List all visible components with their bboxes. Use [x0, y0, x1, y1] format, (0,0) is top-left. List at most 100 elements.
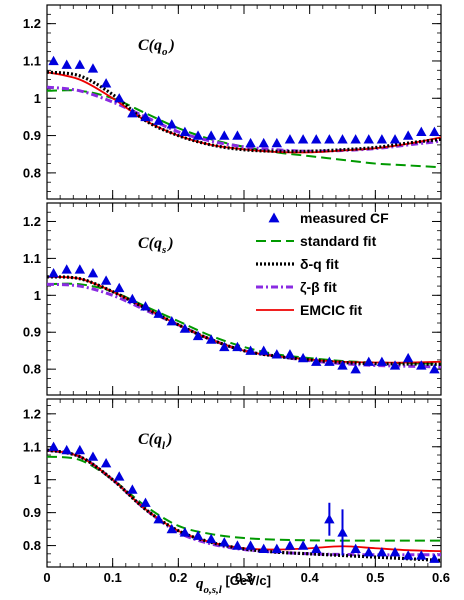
panel-3: 0.8 0.9 1 1.1 1.2 0 0.1 0.2 0.3 0.4 0.5 0.6 C(ql) [23, 398, 450, 585]
data-point [297, 134, 309, 144]
data-point [350, 543, 361, 554]
y-tick-label: 0.8 [23, 165, 41, 180]
data-point [205, 334, 217, 344]
data-point [192, 330, 204, 341]
data-point [74, 59, 86, 69]
y-tick-label: 1.1 [23, 53, 41, 68]
data-point [245, 345, 256, 355]
legend-entry: δ-q fit [256, 256, 339, 272]
data-point [153, 514, 164, 524]
data-point [114, 471, 125, 481]
y-tick-label: 1.1 [23, 439, 41, 454]
data-point [416, 360, 427, 370]
data-point [127, 107, 138, 118]
data-point [337, 360, 348, 370]
data-point [376, 546, 388, 557]
y-tick-label: 1 [34, 288, 41, 303]
x-tick-label: 0.4 [301, 570, 320, 585]
data-point [429, 126, 440, 137]
data-point [205, 533, 217, 544]
panel-label: C(qo) [138, 37, 175, 58]
panel-frame [46, 398, 442, 568]
x-tick-label: 0.2 [169, 570, 187, 585]
fit-line-delta-q [47, 448, 441, 563]
data-point [402, 550, 414, 560]
data-point [179, 126, 191, 137]
y-tick-label: 0.9 [23, 325, 41, 340]
fit-line-delta-q [47, 275, 441, 366]
data-point [337, 527, 348, 537]
y-tick-label: 1.1 [23, 251, 41, 266]
legend: measured CF standard fit δ-q fit ζ-β fit EMC… [256, 210, 389, 318]
panel-label: C(ql) [138, 431, 172, 452]
plot-area [47, 441, 441, 563]
data-point [140, 111, 151, 122]
data-point [324, 134, 335, 144]
data-point [87, 63, 99, 73]
data-point [258, 345, 269, 355]
y-tick-label: 1 [34, 91, 41, 106]
fit-line-standard [47, 89, 441, 169]
data-point [219, 537, 230, 547]
x-tick-label: 0.1 [104, 570, 122, 585]
data-point [376, 134, 388, 144]
data-point [100, 275, 112, 285]
data-point [271, 137, 283, 148]
panel-frame [46, 4, 442, 200]
data-point [192, 530, 204, 540]
data-point [311, 134, 322, 144]
data-point [114, 282, 125, 293]
plot-area [47, 55, 441, 169]
legend-entry: measured CF [268, 210, 389, 226]
data-point [74, 264, 86, 274]
data-point [219, 130, 230, 140]
panels: 0.80.911.11.2C(qo)0.80.911.11.2C(qs)0.80… [23, 4, 450, 585]
legend-label: ζ-β fit [300, 279, 337, 295]
fit-line-standard [47, 455, 441, 542]
data-point [205, 130, 217, 140]
y-tick-label: 0.8 [23, 362, 41, 377]
panel-2: 0.8 0.9 1 1.1 1.2 C(qs) [23, 202, 442, 396]
data-point [284, 540, 296, 550]
data-point [166, 119, 177, 129]
data-point [100, 458, 112, 468]
legend-entry: EMCIC fit [256, 302, 363, 318]
x-tick-label: 0.5 [366, 570, 384, 585]
fit-line-zeta-beta [47, 282, 441, 369]
data-point [429, 363, 440, 374]
data-point [61, 264, 72, 274]
y-tick-label: 1 [34, 472, 41, 487]
y-tick-label: 1.2 [23, 16, 41, 31]
data-point [284, 134, 296, 144]
data-point [179, 527, 191, 537]
legend-label: δ-q fit [300, 256, 339, 272]
data-point [402, 130, 414, 140]
data-point [324, 356, 335, 366]
data-point [350, 363, 361, 374]
data-point [389, 360, 401, 370]
y-tick-label: 1.2 [23, 214, 41, 229]
data-point [258, 543, 269, 554]
y-tick-label: 0.8 [23, 538, 41, 553]
data-point [416, 126, 427, 137]
data-point [416, 550, 427, 560]
data-point [127, 293, 138, 304]
data-point [232, 341, 243, 352]
data-point [245, 540, 256, 550]
y-tick-label: 1.2 [23, 406, 41, 421]
data-point [127, 484, 138, 494]
y-tick-label: 0.9 [23, 128, 41, 143]
data-point [376, 356, 388, 366]
data-point [179, 323, 191, 333]
data-point [297, 540, 309, 550]
panel-1: 0.8 0.9 1 1.1 1.2 C(qo) [23, 4, 442, 200]
data-point [284, 349, 296, 359]
data-point [337, 134, 348, 144]
data-point [48, 441, 59, 451]
data-point [297, 352, 309, 363]
data-point [402, 352, 414, 363]
legend-label: EMCIC fit [300, 302, 363, 318]
legend-marker [268, 212, 280, 223]
x-tick-label: 0.6 [432, 570, 450, 585]
